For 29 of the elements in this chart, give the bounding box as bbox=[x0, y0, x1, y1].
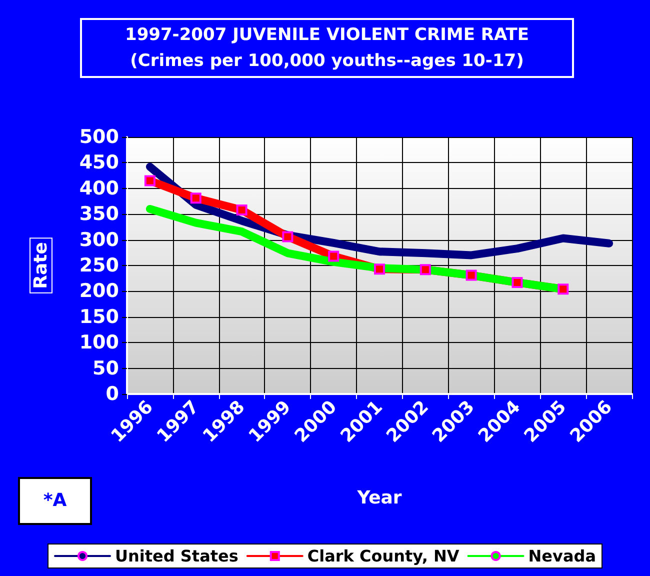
point bbox=[558, 284, 569, 295]
y-tick-label: 150 bbox=[79, 306, 119, 328]
chart-subtitle: (Crimes per 100,000 youths--ages 10-17) bbox=[129, 50, 525, 73]
chart-title: 1997-2007 JUVENILE VIOLENT CRIME RATE bbox=[124, 24, 530, 47]
y-axis-title: Rate bbox=[30, 242, 52, 289]
point bbox=[420, 264, 431, 276]
y-tick-label: 300 bbox=[79, 228, 119, 251]
legend-label: Nevada bbox=[528, 546, 596, 566]
y-tick-label: 450 bbox=[79, 152, 119, 174]
y-tick-label: 400 bbox=[79, 177, 119, 200]
text: *A bbox=[18, 477, 92, 525]
point bbox=[512, 276, 523, 288]
legend-label: Clark County, NV bbox=[307, 546, 460, 566]
point bbox=[328, 250, 340, 262]
point bbox=[144, 175, 156, 186]
y-tick-label: 0 bbox=[106, 383, 119, 405]
point bbox=[190, 192, 202, 204]
point bbox=[466, 270, 477, 281]
point bbox=[374, 264, 385, 275]
y-tick-label: 100 bbox=[79, 332, 119, 354]
y-tick-label: 200 bbox=[79, 280, 119, 302]
x-axis-title: Year bbox=[356, 488, 402, 508]
y-tick-label: 50 bbox=[92, 357, 119, 380]
y-tick-label: 350 bbox=[79, 203, 119, 226]
point bbox=[282, 231, 294, 242]
point bbox=[236, 204, 248, 216]
legend-label: United States bbox=[115, 546, 238, 566]
y-tick-label: 250 bbox=[79, 254, 119, 276]
y-tick-label: 500 bbox=[79, 126, 119, 148]
